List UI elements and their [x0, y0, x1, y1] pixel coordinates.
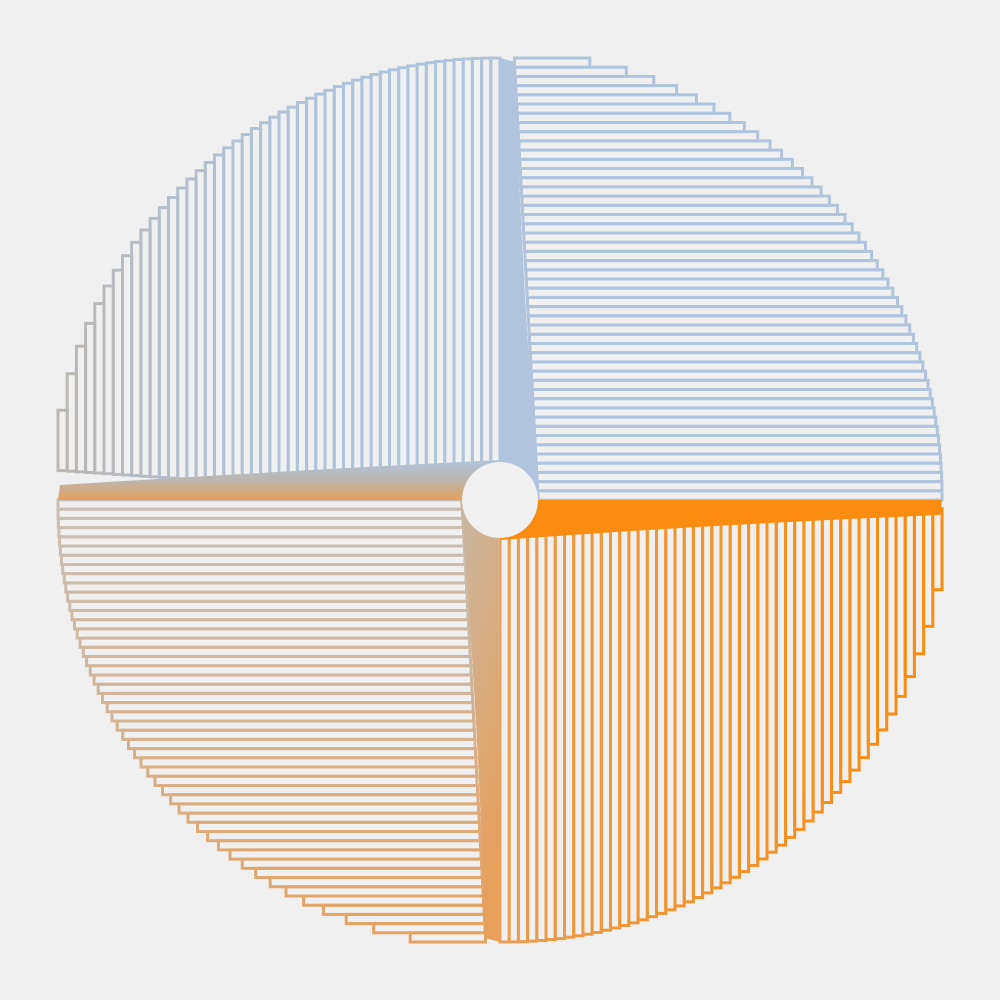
center-hole [462, 462, 538, 538]
arm-up [500, 58, 540, 500]
quadrant-top-right [513, 56, 944, 502]
quadrant-bottom-left [56, 498, 488, 944]
arm-left [58, 460, 500, 500]
arm-right [500, 500, 942, 540]
arm-down [460, 500, 500, 942]
strip-top-left [56, 408, 69, 473]
